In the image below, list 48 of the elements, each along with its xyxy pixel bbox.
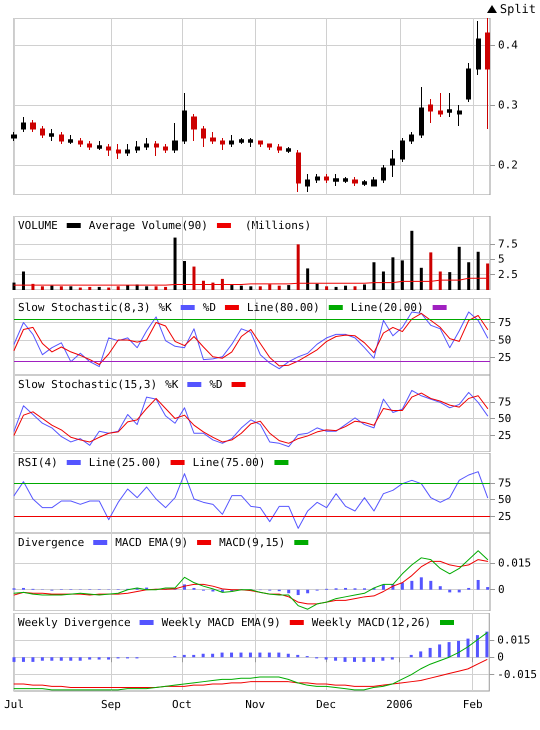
y-tick-label: 75 <box>498 395 512 408</box>
legend-label: %D <box>209 378 223 391</box>
legend-label: RSI(4) <box>18 456 58 469</box>
chart-title: Slow Stochastic(15,3) <box>18 378 158 391</box>
y-tick-label: 75 <box>498 316 512 329</box>
y-tick-label: 25 <box>498 510 512 523</box>
x-tick-label: 2006 <box>386 698 413 711</box>
legend-label: Line(25.00) <box>88 456 162 469</box>
x-tick-label: Sep <box>101 698 121 711</box>
legend-label: MACD EMA(9) <box>115 536 188 549</box>
y-tick-label: 50 <box>498 412 512 426</box>
y-tick-label: -0.015 <box>497 668 538 682</box>
x-tick-label: Feb <box>462 698 483 711</box>
legend-label: Average Volume(90) <box>88 219 208 232</box>
legend-label: Weekly Divergence <box>18 616 131 629</box>
x-tick-label: Nov <box>245 698 266 711</box>
legend-label: Divergence <box>18 536 84 549</box>
x-tick-label: Dec <box>316 698 336 711</box>
y-tick-label: 25 <box>498 428 512 442</box>
y-tick-label: 0.3 <box>498 98 518 112</box>
legend-label: %D <box>202 301 216 314</box>
x-tick-label: Jul <box>4 698 24 711</box>
y-tick-label: 5 <box>498 252 505 266</box>
legend-label: VOLUME <box>18 219 58 232</box>
y-tick-label: 2.5 <box>498 268 518 282</box>
y-axis-title: (Millions) <box>244 219 312 232</box>
y-tick-label: 25 <box>498 351 512 364</box>
y-tick-label: 0.4 <box>498 38 518 52</box>
legend-label: %K <box>165 378 179 391</box>
y-tick-label: 7.5 <box>498 237 518 250</box>
legend-label: MACD(9,15) <box>219 536 286 549</box>
y-tick-label: 0 <box>497 650 504 664</box>
legend-label: Line(75.00) <box>192 456 266 469</box>
y-tick-label: 50 <box>498 334 512 346</box>
legend-label: Line(80.00) <box>246 301 320 314</box>
y-tick-label: 0.015 <box>498 556 532 570</box>
y-tick-label: 75 <box>498 476 512 490</box>
text: Split <box>500 2 536 16</box>
legend-label: Line(20.00) <box>350 301 424 314</box>
legend-label: Weekly MACD(12,26) <box>312 616 431 629</box>
chart-title: Slow Stochastic(8,3) <box>18 301 150 314</box>
y-tick-label: 0.2 <box>498 158 518 172</box>
y-tick-label: 0.015 <box>497 633 530 646</box>
y-tick-label: 0 <box>498 583 505 596</box>
legend-label: %K <box>158 301 172 314</box>
y-tick-label: 50 <box>498 493 512 506</box>
x-tick-label: Oct <box>172 698 192 711</box>
legend-label: Weekly MACD EMA(9) <box>162 616 281 629</box>
